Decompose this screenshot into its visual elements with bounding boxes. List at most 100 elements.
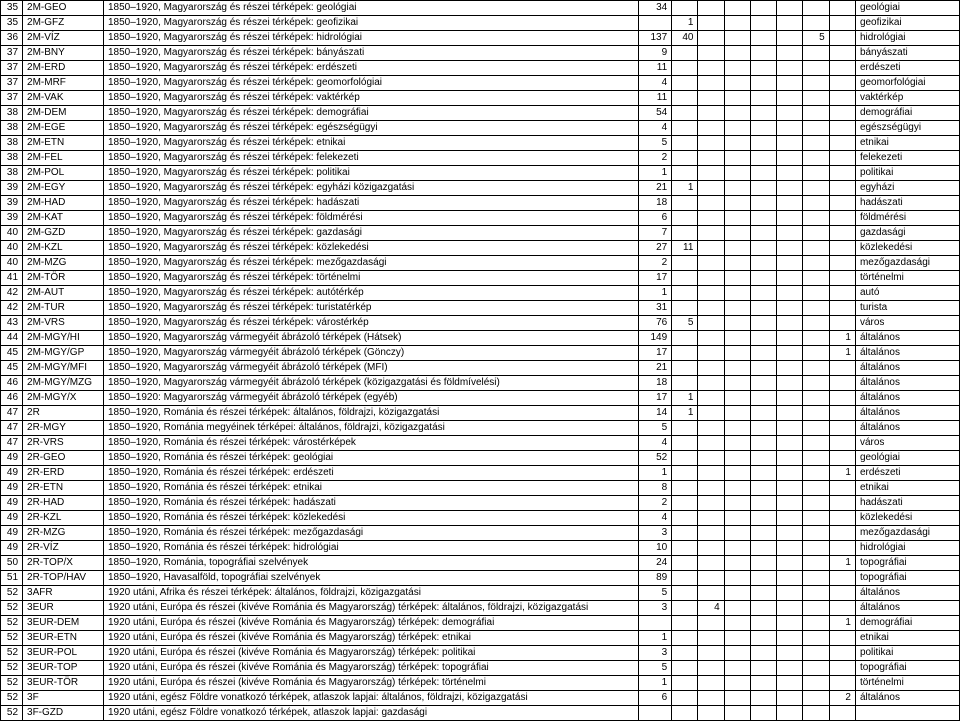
cell <box>698 16 724 31</box>
table-row: 372M-ERD1850–1920, Magyarország és része… <box>1 61 960 76</box>
cell: 2 <box>829 691 855 706</box>
cell: 1 <box>829 331 855 346</box>
cell <box>829 196 855 211</box>
cell <box>750 691 776 706</box>
table-row: 352M-GEO1850–1920, Magyarország és része… <box>1 1 960 16</box>
cell <box>777 691 803 706</box>
cell <box>803 466 829 481</box>
cell <box>750 301 776 316</box>
cell <box>672 421 698 436</box>
cell <box>698 91 724 106</box>
cell <box>724 46 750 61</box>
cell: 40 <box>1 226 23 241</box>
cell: 38 <box>1 151 23 166</box>
cell <box>829 526 855 541</box>
cell <box>698 301 724 316</box>
cell <box>672 121 698 136</box>
cell <box>777 226 803 241</box>
cell <box>724 376 750 391</box>
cell <box>777 376 803 391</box>
cell <box>750 481 776 496</box>
cell: 1 <box>672 406 698 421</box>
cell <box>698 286 724 301</box>
cell <box>750 241 776 256</box>
cell <box>724 76 750 91</box>
cell: 38 <box>1 106 23 121</box>
cell <box>803 226 829 241</box>
cell <box>803 541 829 556</box>
cell <box>750 91 776 106</box>
cell: 1850–1920, Magyarország és részei térkép… <box>103 61 638 76</box>
cell <box>777 661 803 676</box>
cell <box>724 286 750 301</box>
cell: 2M-TUR <box>23 301 104 316</box>
cell: 52 <box>1 691 23 706</box>
cell <box>724 496 750 511</box>
cell: mezőgazdasági <box>855 526 959 541</box>
cell: erdészeti <box>855 466 959 481</box>
cell: 38 <box>1 121 23 136</box>
table-row: 523EUR-TÖR1920 utáni, Európa és részei (… <box>1 676 960 691</box>
cell: 1920 utáni, Afrika és részei térképek: á… <box>103 586 638 601</box>
cell <box>829 661 855 676</box>
table-row: 523EUR-ETN1920 utáni, Európa és részei (… <box>1 631 960 646</box>
cell <box>672 286 698 301</box>
cell: 2M-MGY/MZG <box>23 376 104 391</box>
cell <box>672 511 698 526</box>
cell: történelmi <box>855 271 959 286</box>
cell: 49 <box>1 451 23 466</box>
cell: 34 <box>639 1 672 16</box>
cell <box>698 31 724 46</box>
table-row: 442M-MGY/HI1850–1920, Magyarország várme… <box>1 331 960 346</box>
cell <box>803 196 829 211</box>
cell <box>750 421 776 436</box>
cell <box>750 136 776 151</box>
cell: általános <box>855 346 959 361</box>
cell <box>829 91 855 106</box>
cell: 1850–1920, Magyarország és részei térkép… <box>103 76 638 91</box>
cell <box>750 526 776 541</box>
cell <box>803 661 829 676</box>
cell <box>803 646 829 661</box>
cell: 1850–1920, Magyarország és részei térkép… <box>103 91 638 106</box>
cell <box>829 436 855 451</box>
cell <box>829 376 855 391</box>
cell <box>750 556 776 571</box>
cell <box>829 286 855 301</box>
cell <box>829 316 855 331</box>
cell: 49 <box>1 511 23 526</box>
cell: 2R-ETN <box>23 481 104 496</box>
cell: hadászati <box>855 196 959 211</box>
cell <box>829 496 855 511</box>
cell: 4 <box>639 76 672 91</box>
cell: 1 <box>639 676 672 691</box>
cell <box>777 106 803 121</box>
cell <box>724 1 750 16</box>
cell <box>829 391 855 406</box>
cell: 2R-TOP/HAV <box>23 571 104 586</box>
cell: 1850–1920, Románia megyéinek térképei: á… <box>103 421 638 436</box>
cell <box>829 586 855 601</box>
cell: 2R-KZL <box>23 511 104 526</box>
cell: 1 <box>829 466 855 481</box>
cell: 1850–1920, Románia és részei térképek: e… <box>103 466 638 481</box>
cell: demográfiai <box>855 616 959 631</box>
cell <box>698 226 724 241</box>
cell <box>698 136 724 151</box>
cell: etnikai <box>855 481 959 496</box>
cell <box>829 631 855 646</box>
cell <box>750 166 776 181</box>
cell <box>698 586 724 601</box>
cell: 1850–1920, Magyarország és részei térkép… <box>103 196 638 211</box>
cell: 1850–1920, Magyarország vármegyéit ábráz… <box>103 376 638 391</box>
cell <box>777 361 803 376</box>
cell: 3AFR <box>23 586 104 601</box>
cell <box>803 496 829 511</box>
cell: 1 <box>639 631 672 646</box>
cell <box>672 661 698 676</box>
cell: felekezeti <box>855 151 959 166</box>
cell: 45 <box>1 361 23 376</box>
table-row: 523F1920 utáni, egész Földre vonatkozó t… <box>1 691 960 706</box>
cell <box>777 391 803 406</box>
cell: hidrológiai <box>855 541 959 556</box>
